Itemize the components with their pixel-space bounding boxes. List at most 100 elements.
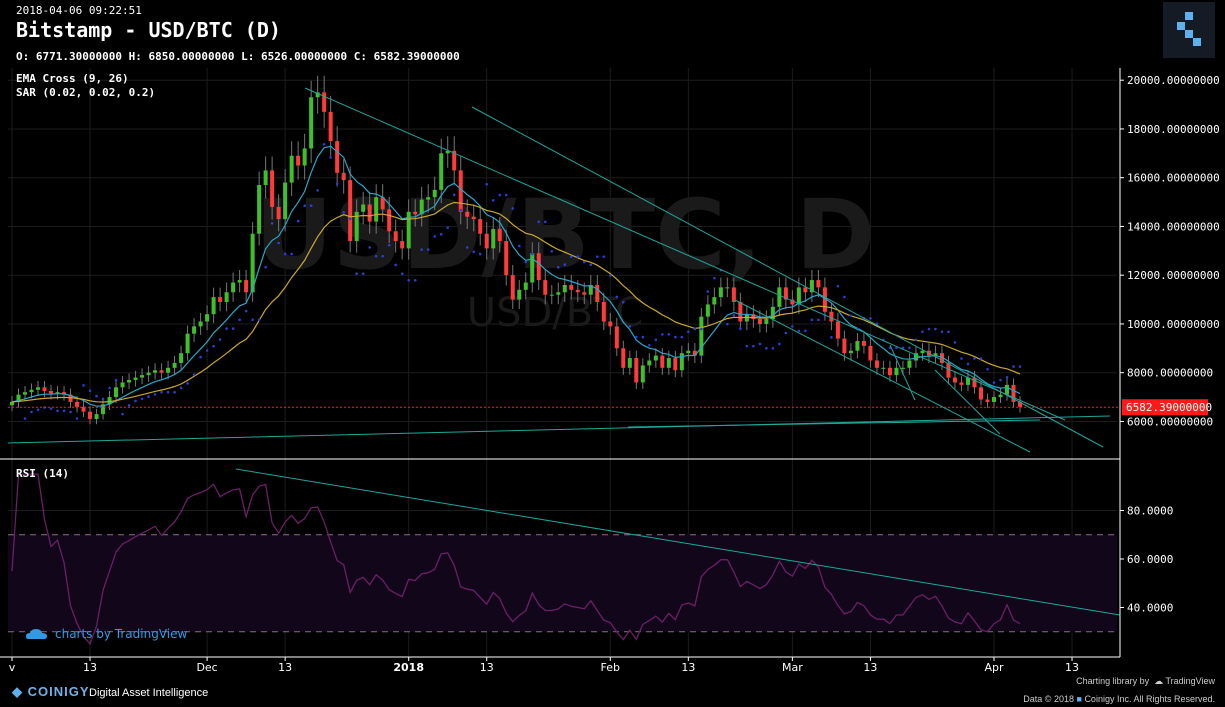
sar-dot — [95, 394, 98, 398]
candle-body — [679, 353, 684, 371]
candle-body — [192, 326, 197, 334]
candle-body — [868, 345, 873, 361]
sar-dot — [465, 246, 469, 249]
candle-body — [432, 189, 437, 198]
candle — [536, 242, 541, 291]
sar-dot — [108, 386, 111, 390]
trend-line — [304, 87, 1066, 421]
sar-dot — [101, 397, 105, 401]
candle-body — [712, 297, 717, 305]
candle — [959, 375, 964, 392]
sar-dot — [784, 331, 788, 335]
candle — [718, 277, 723, 307]
candle — [439, 138, 444, 204]
sar-dot — [30, 410, 33, 414]
candle — [731, 277, 736, 312]
candle-body — [998, 394, 1003, 398]
candle — [881, 360, 886, 375]
sar-dot — [153, 393, 157, 396]
price-tick-label: 12000.00000000 — [1127, 269, 1220, 282]
candle — [757, 310, 762, 333]
candle-body — [289, 155, 294, 183]
sar-dot — [726, 322, 729, 326]
candle — [237, 269, 242, 293]
candle-body — [127, 380, 132, 383]
sar-dot — [582, 260, 586, 264]
candle-body — [9, 401, 15, 406]
candle — [244, 269, 249, 302]
candle — [471, 204, 476, 232]
sar-dot — [459, 208, 463, 212]
candle — [380, 184, 385, 222]
tradingview-text: TradingView — [1165, 676, 1215, 686]
copyright: Data © 2018 ■ Coinigy Inc. All Rights Re… — [1023, 694, 1215, 704]
candle — [614, 317, 619, 356]
candle — [952, 370, 957, 389]
candle — [725, 277, 730, 298]
candle — [588, 275, 593, 305]
candle — [35, 380, 41, 396]
candle-body — [536, 253, 541, 281]
coinigy-small-icon: ■ — [1076, 694, 1082, 704]
candle — [764, 310, 769, 333]
candle-body — [816, 280, 821, 288]
sar-dot — [960, 357, 963, 360]
candle-body — [543, 280, 548, 295]
candle-body — [510, 275, 515, 300]
candle — [985, 393, 990, 408]
candle — [257, 171, 262, 246]
sar-dot — [713, 276, 716, 280]
candle-body — [647, 360, 652, 366]
candle — [601, 292, 606, 331]
candle — [705, 295, 710, 326]
candle-body — [387, 209, 392, 232]
candle-body — [991, 397, 997, 402]
candle-body — [952, 377, 957, 383]
candle-body — [81, 406, 86, 412]
indicator-ema-cross[interactable]: EMA Cross (9, 26) — [16, 72, 129, 85]
sar-dot — [290, 252, 293, 256]
candle-body — [406, 211, 411, 249]
candle-body — [959, 382, 964, 385]
candle — [205, 305, 210, 331]
candle-body — [1017, 401, 1023, 407]
candle-body — [322, 92, 327, 112]
candle-body — [517, 289, 522, 300]
candle-body — [374, 197, 379, 222]
candle-body — [666, 358, 671, 368]
sar-dot — [238, 318, 241, 322]
candle-body — [946, 362, 951, 378]
candle-body — [439, 153, 444, 190]
time-tick-label: 13 — [278, 661, 292, 674]
candle — [907, 353, 912, 375]
sar-dot — [622, 300, 625, 304]
sar-dot — [615, 295, 619, 299]
price-tick-label: 18000.00000000 — [1127, 123, 1220, 136]
sar-dot — [927, 327, 931, 331]
candle-body — [101, 404, 106, 415]
sar-dot — [654, 338, 658, 342]
tradingview-chip[interactable]: charts by TradingView — [25, 627, 187, 641]
indicator-rsi[interactable]: RSI (14) — [16, 467, 69, 480]
sar-dot — [517, 244, 521, 248]
charting-library-credit[interactable]: Charting library by ☁ TradingView — [1076, 676, 1215, 687]
sar-dot — [569, 255, 573, 258]
time-tick-label: Apr — [984, 661, 1004, 674]
candle-body — [302, 148, 307, 166]
indicator-sar[interactable]: SAR (0.02, 0.02, 0.2) — [16, 86, 156, 99]
candle — [478, 206, 483, 246]
sar-dot — [23, 417, 27, 420]
candle — [861, 333, 866, 354]
sar-dot — [771, 347, 775, 350]
candle — [270, 156, 275, 220]
candle — [1017, 396, 1023, 413]
timestamp: 2018-04-06 09:22:51 — [16, 4, 142, 17]
candle — [296, 141, 301, 180]
trend-line — [734, 299, 1031, 453]
candle — [998, 388, 1003, 404]
candle — [322, 75, 327, 128]
candle-body — [881, 367, 886, 369]
coinigy-brand[interactable]: ◆ COINIGY — [12, 684, 90, 699]
candle — [218, 287, 223, 312]
